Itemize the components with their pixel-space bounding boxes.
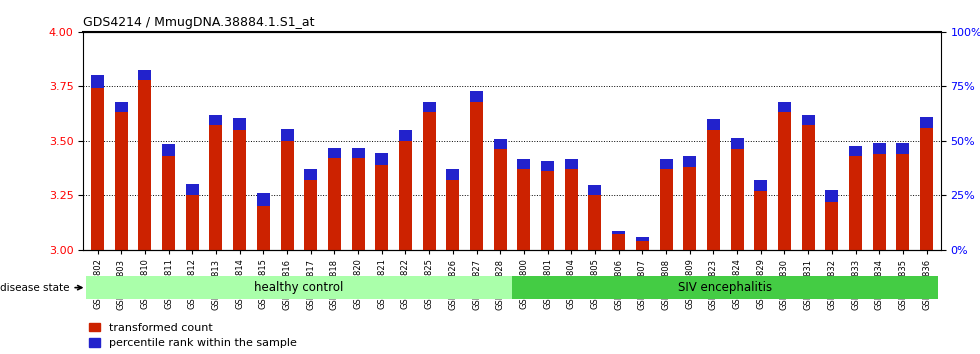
Bar [85,276,512,299]
Bar [328,158,341,250]
Bar [660,159,672,169]
Bar [138,80,151,250]
Text: disease state: disease state [0,282,81,293]
Bar [422,102,436,113]
Bar [778,102,791,113]
Text: GDS4214 / MmugDNA.38884.1.S1_at: GDS4214 / MmugDNA.38884.1.S1_at [83,16,315,29]
Bar [162,156,175,250]
Bar [920,128,933,250]
Bar [352,148,365,158]
Bar [304,180,318,250]
Bar [375,165,388,250]
Bar [825,190,838,202]
Bar [399,130,412,141]
Bar [541,161,554,171]
Bar [920,117,933,128]
Bar [778,113,791,250]
Bar [422,113,436,250]
Bar [707,119,720,130]
Bar [802,125,814,250]
Bar [91,75,104,88]
Bar [186,195,199,250]
Bar [328,148,341,158]
Bar [517,159,530,169]
Bar [257,193,270,206]
Bar [512,276,939,299]
Bar [849,145,862,156]
Bar [564,159,578,169]
Bar [115,102,127,113]
Legend: transformed count, percentile rank within the sample: transformed count, percentile rank withi… [89,322,297,348]
Bar [115,113,127,250]
Text: healthy control: healthy control [254,281,344,294]
Bar [683,155,696,167]
Bar [564,169,578,250]
Bar [897,143,909,154]
Bar [612,234,625,250]
Bar [825,202,838,250]
Bar [660,169,672,250]
Bar [730,138,744,149]
Bar [138,70,151,80]
Bar [186,184,199,195]
Bar [233,130,246,250]
Bar [280,141,294,250]
Bar [470,102,483,250]
Bar [399,141,412,250]
Bar [210,115,222,125]
Bar [304,169,318,180]
Bar [494,139,507,149]
Bar [446,180,460,250]
Bar [802,115,814,125]
Bar [683,167,696,250]
Bar [470,91,483,102]
Bar [873,154,886,250]
Bar [541,171,554,250]
Bar [494,149,507,250]
Bar [91,88,104,250]
Bar [849,156,862,250]
Bar [707,130,720,250]
Bar [588,185,602,195]
Bar [730,149,744,250]
Bar [588,195,602,250]
Bar [636,238,649,241]
Bar [375,153,388,165]
Bar [162,144,175,156]
Bar [755,180,767,191]
Bar [446,169,460,180]
Bar [517,169,530,250]
Text: SIV encephalitis: SIV encephalitis [678,281,772,294]
Bar [873,143,886,154]
Bar [897,154,909,250]
Bar [352,158,365,250]
Bar [612,231,625,234]
Bar [280,129,294,141]
Bar [755,191,767,250]
Bar [233,118,246,130]
Bar [636,241,649,250]
Bar [257,206,270,250]
Bar [210,125,222,250]
